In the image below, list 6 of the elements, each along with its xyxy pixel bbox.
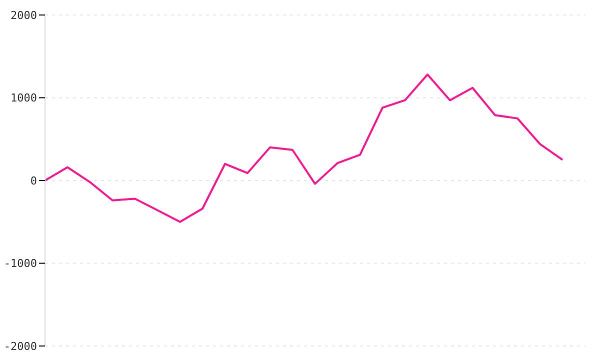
- y-tick-label: -1000: [4, 257, 37, 270]
- line-series: [45, 74, 564, 223]
- y-tick-label: 2000: [10, 8, 37, 22]
- y-tick-label: 0: [30, 174, 37, 188]
- y-tick-label: 1000: [10, 92, 37, 105]
- y-tick-label: -2000: [4, 340, 37, 353]
